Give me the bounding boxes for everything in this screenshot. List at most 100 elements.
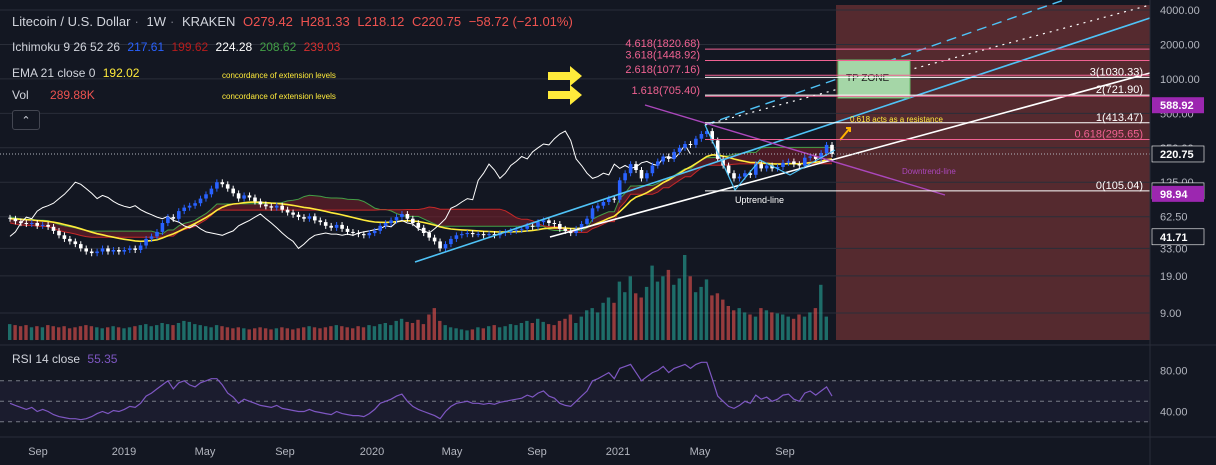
candle[interactable] (68, 235, 72, 245)
candle[interactable] (264, 201, 268, 210)
candle[interactable] (198, 195, 203, 207)
candle[interactable] (754, 161, 758, 178)
candle[interactable] (57, 227, 61, 239)
fib-levels[interactable]: 4.618(1820.68)3.618(1448.92) 2.618(1077.1… (0, 38, 1150, 192)
candle[interactable] (759, 161, 763, 172)
candle[interactable] (509, 227, 513, 235)
candle[interactable] (46, 221, 50, 230)
candle[interactable] (62, 232, 67, 242)
candle[interactable] (111, 247, 116, 255)
candle[interactable] (236, 190, 241, 202)
drawings[interactable]: TP ZONE concordance of extension levels co… (222, 0, 1151, 263)
candle[interactable] (764, 162, 769, 172)
price-badge[interactable]: 41.71 (1151, 228, 1205, 246)
candle[interactable] (694, 135, 698, 148)
candle[interactable] (601, 199, 606, 209)
candle[interactable] (732, 170, 736, 182)
candle[interactable] (73, 238, 78, 248)
candle[interactable] (645, 170, 649, 182)
candle[interactable] (721, 155, 725, 169)
candle[interactable] (182, 204, 186, 215)
candle[interactable] (117, 247, 121, 255)
candle[interactable] (8, 214, 12, 222)
candle[interactable] (465, 230, 470, 238)
candle[interactable] (247, 192, 252, 201)
candle[interactable] (443, 241, 448, 252)
candle[interactable] (389, 217, 393, 227)
candle[interactable] (819, 150, 823, 162)
candle[interactable] (775, 164, 780, 172)
candle[interactable] (334, 221, 339, 231)
candle[interactable] (155, 229, 159, 240)
candle[interactable] (683, 141, 687, 151)
candle[interactable] (106, 245, 110, 255)
candle[interactable] (427, 230, 431, 241)
candle[interactable] (677, 144, 682, 156)
candle[interactable] (285, 206, 290, 216)
rsi-pane[interactable] (0, 344, 1216, 423)
candle[interactable] (579, 221, 584, 232)
candle[interactable] (481, 231, 486, 239)
candle[interactable] (432, 234, 437, 245)
candle[interactable] (421, 224, 426, 237)
candle[interactable] (269, 203, 274, 211)
candle[interactable] (590, 205, 595, 222)
candle[interactable] (656, 158, 660, 169)
candle[interactable] (383, 220, 388, 229)
candle[interactable] (558, 221, 562, 232)
candle[interactable] (737, 173, 742, 182)
candle[interactable] (400, 211, 404, 221)
candle[interactable] (547, 217, 551, 227)
candle[interactable] (394, 214, 399, 224)
downtrend-line[interactable] (644, 104, 946, 196)
candle[interactable] (552, 220, 557, 228)
wave-path[interactable] (704, 124, 836, 192)
candle[interactable] (460, 231, 464, 239)
candle[interactable] (204, 191, 208, 202)
candle[interactable] (438, 238, 442, 252)
candle[interactable] (307, 213, 312, 222)
candle[interactable] (253, 194, 257, 205)
candle[interactable] (372, 227, 377, 237)
candle[interactable] (454, 232, 459, 242)
candle[interactable] (95, 248, 99, 257)
candle[interactable] (666, 153, 671, 162)
candle[interactable] (274, 202, 279, 211)
candle[interactable] (699, 131, 704, 142)
price-badge[interactable]: 588.92 (1152, 97, 1204, 114)
candle[interactable] (51, 223, 56, 234)
candle[interactable] (318, 217, 323, 226)
candle[interactable] (378, 222, 382, 234)
tp-zone-box[interactable] (837, 59, 911, 99)
candle[interactable] (617, 177, 622, 203)
candle[interactable] (89, 248, 94, 257)
vol-legend[interactable]: Vol 289.88K (12, 88, 99, 102)
candle[interactable] (231, 185, 235, 197)
rsi-legend[interactable]: RSI 14 close 55.35 (12, 352, 121, 366)
candle[interactable] (19, 218, 23, 227)
candle[interactable] (296, 211, 301, 221)
candle[interactable] (160, 220, 165, 235)
candles[interactable] (8, 128, 834, 257)
candle[interactable] (530, 222, 535, 230)
candle[interactable] (144, 235, 148, 249)
candle[interactable] (40, 221, 45, 229)
candle[interactable] (177, 208, 181, 222)
candle[interactable] (128, 245, 132, 254)
candle[interactable] (242, 192, 246, 202)
candle[interactable] (715, 137, 720, 162)
candle[interactable] (661, 153, 665, 165)
candle[interactable] (623, 170, 627, 184)
candle[interactable] (220, 179, 225, 188)
candle[interactable] (792, 158, 796, 168)
candle[interactable] (149, 233, 154, 242)
candle[interactable] (367, 230, 372, 239)
candle[interactable] (416, 220, 421, 231)
candle[interactable] (193, 200, 197, 209)
candle[interactable] (585, 215, 589, 228)
candle[interactable] (470, 230, 475, 238)
candle[interactable] (672, 149, 676, 162)
candle[interactable] (770, 162, 774, 172)
candle[interactable] (786, 158, 791, 166)
